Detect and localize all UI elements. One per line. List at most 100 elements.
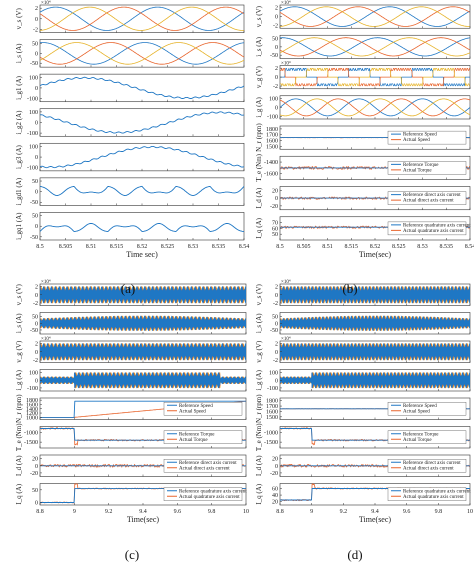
series-phase-2 — [280, 6, 470, 27]
y-tick-label: 0 — [275, 75, 278, 81]
panel-a-1: 50 0 -50 i_s (A) — [15, 39, 245, 68]
legend-box — [387, 459, 467, 473]
y-axis-label: i_s (A) — [15, 313, 23, 333]
series-dq-current — [40, 185, 244, 196]
y-tick-label: 100 — [29, 110, 38, 116]
series-group — [40, 286, 246, 304]
panel-a-4: 100 0 -100 i_g3 (A) — [15, 142, 245, 172]
series-phase-3 — [280, 37, 470, 57]
y-tick-label: 50 — [32, 214, 38, 220]
legend-label: Actual quadrature axis current — [403, 495, 464, 500]
series-group — [40, 185, 244, 196]
series-phase-1 — [280, 98, 470, 117]
legend-label: Actual direct axis current — [179, 466, 230, 471]
x-tick-label: 8.51 — [322, 244, 333, 250]
y-tick-label: -2 — [33, 301, 38, 307]
chart-a: 2 0 -2 v_s (V) ×10⁴ 50 0 -50 i_s (A) 100 0 -100 i_g1… — [15, 0, 249, 259]
series-group — [280, 37, 470, 57]
x-tick-label: 10 — [467, 509, 473, 515]
y-tick-label: 0 — [35, 190, 38, 196]
panel-frame — [279, 4, 471, 29]
y-tick-label: -1600 — [264, 172, 278, 178]
series-current — [40, 76, 244, 99]
panel-b-1: 50 0 -50 i_s (A) — [255, 34, 471, 59]
y-exponent: ×10⁴ — [281, 279, 291, 285]
series-phase-3 — [280, 98, 470, 117]
legend-label: Actual Torque — [403, 168, 432, 173]
panel-c-6: 200-20 I_d (A) Reference direct axis curre… — [15, 455, 247, 477]
x-tick-label: 9 — [310, 509, 313, 515]
y-tick-label: -20 — [30, 471, 38, 477]
y-tick-label: 0 — [35, 378, 38, 384]
y-tick-label: 1500 — [266, 144, 278, 150]
y-tick-label: 2 — [35, 284, 38, 290]
x-tick-label: 8.515 — [345, 244, 359, 250]
y-tick-label: 0 — [275, 464, 278, 470]
y-tick-label: -50 — [30, 61, 38, 67]
panel-b-0: 2 0 -2 v_s (V) ×10⁴ — [255, 0, 471, 30]
series-phase-2 — [280, 98, 470, 117]
y-axis-label: i_g2 (A) — [15, 110, 23, 135]
y-exponent: ×10⁴ — [281, 0, 291, 6]
series-phase-1 — [280, 37, 470, 57]
y-tick-label: -1400 — [264, 160, 278, 166]
panel-c-1: 500-50 i_s (A) — [15, 312, 247, 335]
y-axis-label: i_g (A) — [255, 369, 263, 390]
legend-box — [387, 430, 467, 444]
series-phase-3 — [40, 286, 246, 304]
y-tick-label: 60 — [272, 486, 278, 492]
x-tick-label: 8.54 — [239, 244, 250, 250]
x-tick-label: 8.52 — [370, 244, 381, 250]
x-tick-label: 8.525 — [392, 244, 406, 250]
y-tick-label: -50 — [30, 235, 38, 241]
y-axis-label: i_s (A) — [255, 36, 263, 56]
series-dq-current — [40, 223, 244, 232]
y-tick-label: -1000 — [264, 430, 278, 436]
series-current — [40, 145, 244, 169]
series-group — [40, 315, 246, 331]
panel-c-0: 2 0 -2 v_s (V) ×10⁴ — [15, 279, 247, 307]
series-phase-1 — [40, 42, 244, 65]
series-group — [280, 372, 470, 389]
y-tick-label: 70 — [272, 221, 278, 227]
panel-frame — [39, 108, 245, 137]
series-phase-3 — [40, 315, 246, 331]
panel-frame — [39, 4, 245, 33]
x-tick-label: 10 — [243, 509, 249, 515]
legend-label: Actual direct axis current — [403, 466, 454, 471]
y-tick-label: 100 — [29, 144, 38, 150]
series-phase-2 — [280, 37, 470, 57]
y-tick-label: 100 — [269, 371, 278, 377]
series-group — [280, 343, 470, 361]
y-axis-label: i_s (A) — [255, 313, 263, 333]
y-tick-label: 2 — [275, 6, 278, 12]
y-tick-label: 20 — [272, 500, 278, 506]
y-axis-label: i_g3 (A) — [15, 144, 23, 169]
y-axis-label: T_e (Nm) — [255, 153, 263, 181]
panel-b-3: 100 0 -100 i_g (A) — [255, 95, 471, 120]
series-phase-3 — [280, 286, 470, 304]
x-tick-label: 8.535 — [440, 244, 454, 250]
x-axis-label: Time sec) — [126, 250, 158, 259]
y-tick-label: 1500 — [266, 415, 278, 421]
panel-c-2: 2 0 -2 v_g (V) ×10⁴ — [15, 336, 247, 364]
x-tick-label: 8.5 — [36, 244, 44, 250]
x-tick-label: 8.53 — [188, 244, 199, 250]
y-axis-label: v_s (V) — [15, 8, 23, 30]
panel-d-2: 2 0 -2 v_g (V) ×10⁴ — [255, 336, 471, 364]
y-tick-label: 0 — [35, 17, 38, 23]
x-tick-label: 8.54 — [465, 244, 474, 250]
y-axis-label: i_g1 (A) — [15, 75, 23, 100]
series-phase-3 — [280, 68, 470, 87]
series-group — [40, 343, 246, 361]
x-axis-label: Time(sec) — [359, 515, 391, 524]
y-axis-label: v_g (V) — [255, 340, 263, 363]
y-tick-label: -1500 — [24, 440, 38, 446]
y-tick-label: 2 — [35, 6, 38, 12]
